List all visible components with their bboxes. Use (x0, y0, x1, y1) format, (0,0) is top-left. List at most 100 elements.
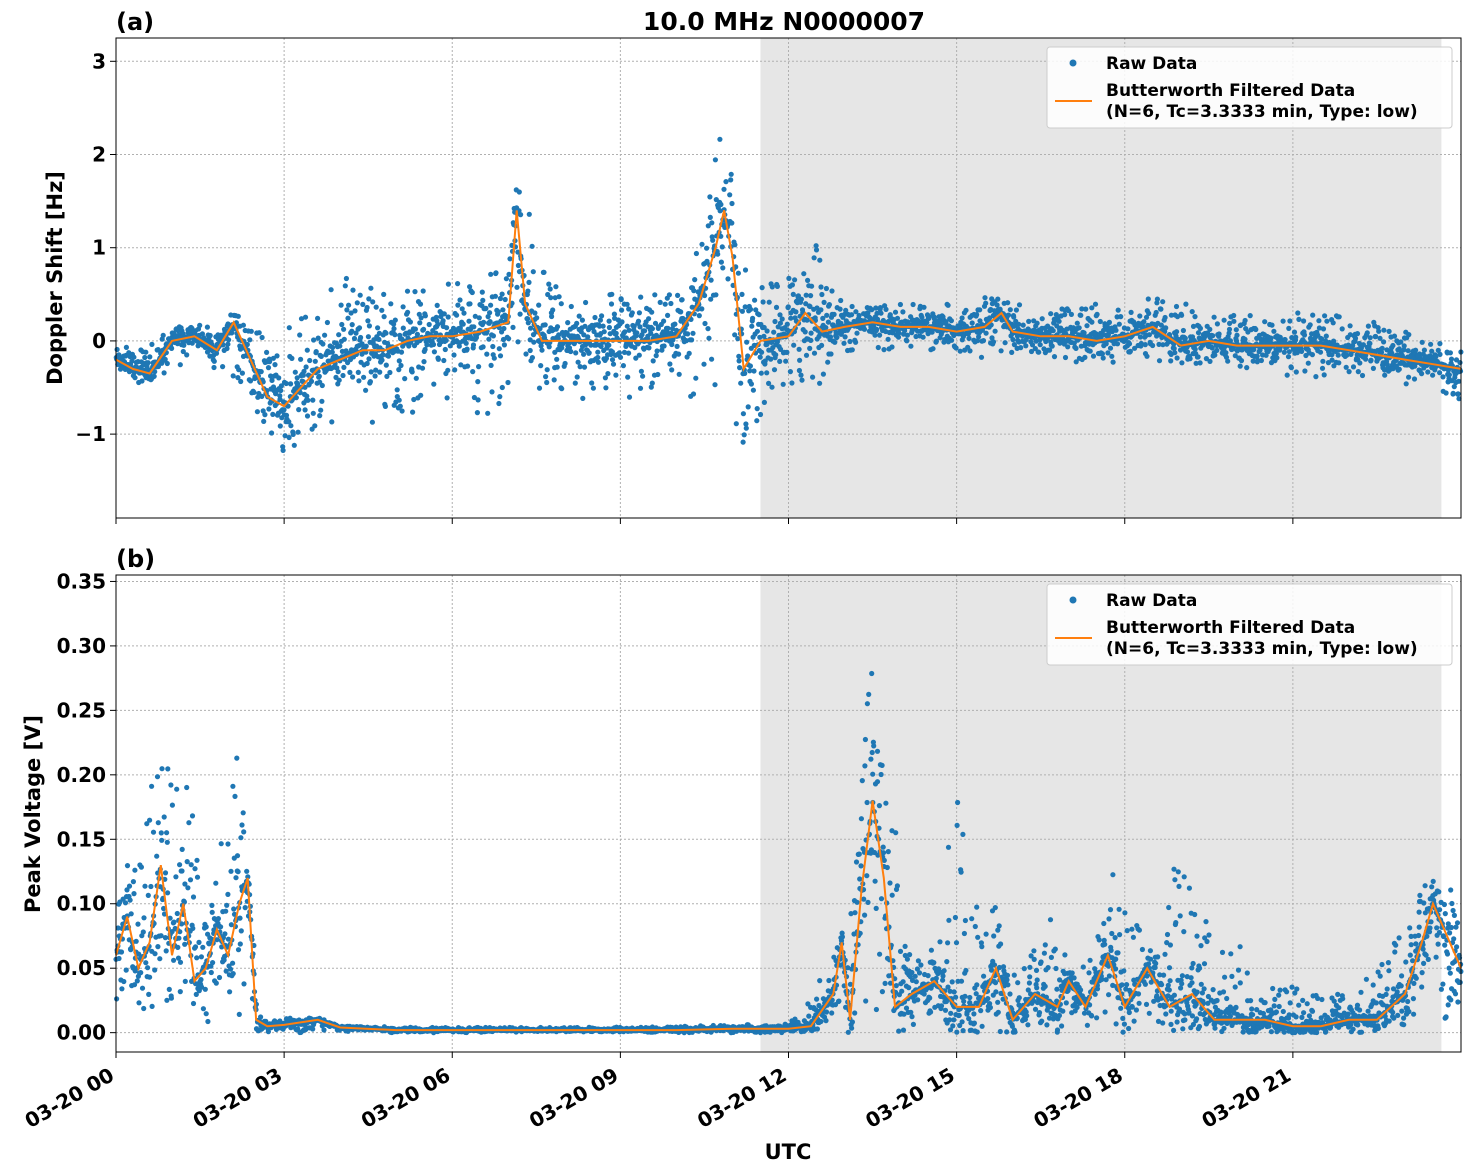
raw-data-point (581, 351, 587, 357)
raw-data-point (1355, 369, 1361, 375)
raw-data-point (707, 194, 713, 200)
raw-data-point (562, 360, 568, 367)
raw-data-point (1450, 390, 1456, 396)
raw-data-point (336, 332, 342, 338)
raw-data-point (412, 326, 418, 332)
raw-data-point (130, 879, 136, 885)
raw-data-point (295, 381, 301, 387)
raw-data-point (967, 348, 973, 354)
raw-data-point (777, 312, 783, 318)
raw-data-point (1293, 369, 1299, 375)
raw-data-point (155, 944, 161, 950)
raw-data-point (359, 351, 365, 357)
raw-data-point (1281, 349, 1287, 355)
raw-data-point (1174, 314, 1181, 320)
raw-data-point (1010, 337, 1016, 343)
raw-data-point (554, 324, 561, 330)
raw-data-point (229, 330, 235, 336)
raw-data-point (659, 347, 665, 353)
raw-data-point (742, 370, 748, 376)
raw-data-point (400, 325, 406, 331)
raw-data-point (239, 822, 245, 828)
raw-data-point (691, 288, 697, 294)
raw-data-point (1048, 311, 1054, 317)
raw-data-point (1221, 317, 1227, 323)
raw-data-point (600, 323, 606, 329)
raw-data-point (310, 1026, 316, 1032)
raw-data-point (779, 316, 785, 322)
raw-data-point (1244, 365, 1250, 371)
raw-data-point (181, 899, 187, 905)
raw-data-point (810, 374, 816, 380)
raw-data-point (618, 296, 624, 303)
raw-data-point (418, 392, 424, 398)
raw-data-point (747, 363, 754, 369)
raw-data-point (123, 344, 129, 350)
raw-data-point (318, 407, 324, 413)
raw-data-point (1082, 354, 1088, 360)
raw-data-point (307, 357, 313, 364)
raw-data-point (690, 330, 696, 336)
raw-data-point (1320, 326, 1327, 332)
raw-data-point (798, 372, 804, 378)
raw-data-point (729, 200, 735, 207)
raw-data-point (1180, 327, 1186, 334)
raw-data-point (920, 334, 926, 340)
raw-data-point (302, 407, 308, 413)
raw-data-point (342, 283, 348, 289)
raw-data-point (1321, 372, 1327, 378)
raw-data-point (216, 974, 223, 981)
raw-data-point (471, 394, 477, 401)
raw-data-point (491, 355, 497, 361)
raw-data-point (847, 338, 853, 345)
raw-data-point (465, 363, 471, 369)
raw-data-point (297, 390, 303, 396)
raw-data-point (356, 378, 362, 384)
raw-data-point (286, 434, 292, 441)
raw-data-point (159, 837, 165, 843)
raw-data-point (435, 356, 441, 362)
raw-data-point (626, 394, 633, 400)
raw-data-point (709, 356, 715, 362)
raw-data-point (689, 337, 695, 343)
raw-data-point (1339, 326, 1345, 332)
raw-data-point (141, 1005, 147, 1012)
raw-data-point (1216, 331, 1222, 337)
raw-data-point (915, 318, 922, 324)
raw-data-point (784, 321, 790, 327)
raw-data-point (575, 359, 581, 365)
raw-data-point (723, 179, 729, 185)
raw-data-point (356, 325, 363, 331)
raw-data-point (484, 351, 490, 357)
raw-data-point (897, 301, 904, 308)
raw-data-point (826, 302, 833, 308)
raw-data-point (198, 954, 204, 960)
raw-data-point (145, 360, 151, 366)
raw-data-point (298, 356, 304, 362)
raw-data-point (1079, 306, 1085, 312)
legend-raw-marker (1069, 59, 1077, 67)
raw-data-point (258, 1014, 264, 1020)
raw-data-point (237, 941, 243, 947)
raw-data-point (1346, 369, 1352, 375)
raw-data-point (379, 357, 385, 363)
raw-data-point (268, 373, 274, 379)
raw-data-point (394, 387, 400, 393)
raw-data-point (182, 881, 188, 887)
raw-data-point (919, 314, 925, 320)
raw-data-point (116, 955, 122, 962)
raw-data-point (1156, 358, 1163, 364)
raw-data-point (546, 344, 552, 350)
raw-data-point (546, 281, 552, 287)
raw-data-point (124, 887, 130, 893)
raw-data-point (881, 347, 887, 353)
raw-data-point (1344, 352, 1350, 358)
raw-data-point (1269, 322, 1275, 328)
raw-data-point (236, 367, 242, 373)
raw-data-point (1302, 368, 1308, 374)
raw-data-point (318, 353, 324, 359)
raw-data-point (745, 353, 751, 359)
raw-data-point (661, 343, 667, 349)
raw-data-point (865, 310, 871, 316)
raw-data-point (459, 306, 465, 312)
